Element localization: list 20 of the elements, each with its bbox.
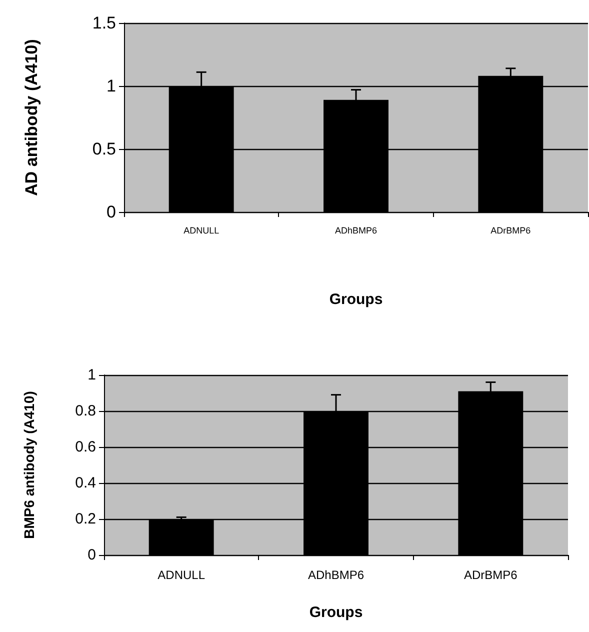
x-axis-title: Groups	[309, 604, 363, 621]
x-tick-label: ADhBMP6	[334, 226, 378, 236]
x-tick-label: ADrBMP6	[490, 226, 531, 236]
y-tick-label: 0.2	[75, 510, 96, 528]
y-axis-title: AD antibody (A410)	[22, 39, 41, 196]
y-tick-label: 0.8	[75, 402, 96, 420]
y-tick-label: 0	[106, 202, 116, 222]
x-axis-title: Groups	[329, 291, 383, 308]
y-tick-label: 1	[106, 76, 116, 96]
x-tick-label: ADNULL	[158, 568, 206, 582]
y-tick-label: 0.4	[75, 474, 96, 492]
x-tick-label: ADrBMP6	[464, 568, 518, 582]
y-tick-label: 0.6	[75, 438, 96, 456]
y-axis-title: BMP6 antibody (A410)	[21, 391, 37, 539]
y-tick-label: 1.5	[92, 14, 116, 32]
y-tick-label: 0.5	[92, 140, 116, 158]
x-tick-label: ADNULL	[184, 226, 220, 236]
x-tick-label: ADhBMP6	[308, 568, 364, 582]
y-tick-label: 1	[88, 366, 96, 384]
y-tick-label: 0	[88, 546, 96, 564]
